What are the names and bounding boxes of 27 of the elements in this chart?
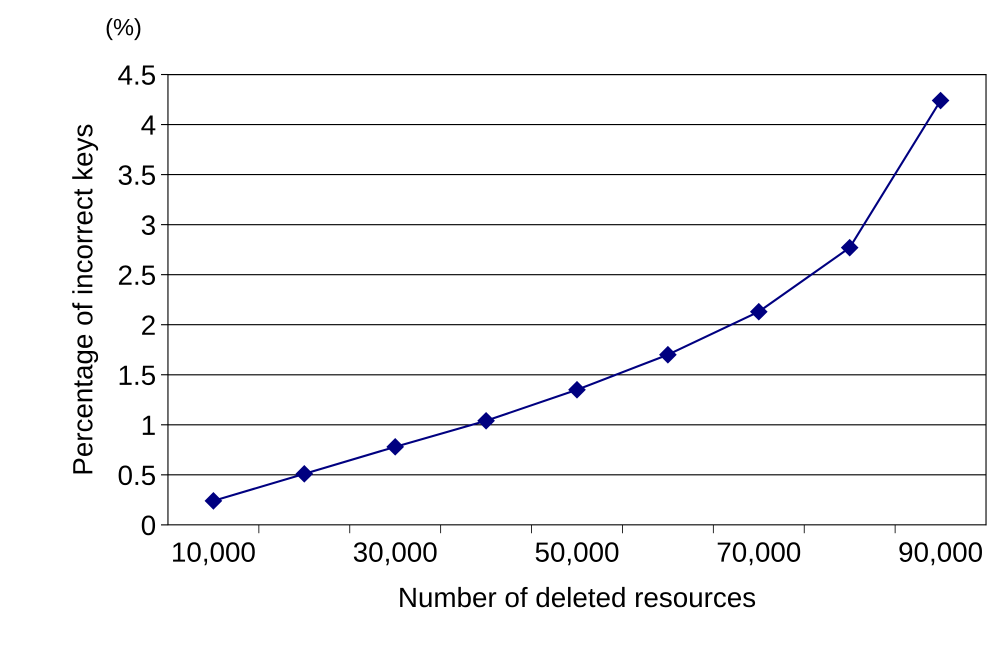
point: [478, 412, 495, 430]
y-tick-label: 2.5: [118, 265, 155, 286]
y-axis-title: Percentage of incorrect keys: [72, 124, 98, 474]
y-tick-label: 4.5: [118, 65, 155, 85]
x-tick-label: 70,000: [718, 542, 800, 566]
point: [386, 438, 404, 456]
y-tick-label: 2: [142, 315, 155, 335]
x-tick-label: 90,000: [899, 542, 982, 566]
point: [204, 492, 222, 510]
y-tick-label: 3.5: [118, 165, 155, 185]
y-tick-label: 3: [142, 215, 155, 235]
text: (%): [106, 18, 140, 40]
x-tick-label: 10,000: [173, 542, 255, 566]
y-tick-label: 4: [141, 116, 156, 135]
y-tick-label: 0: [142, 516, 156, 536]
point: [568, 381, 586, 398]
point: [750, 303, 768, 320]
x-tick-label: 30,000: [354, 542, 437, 566]
point: [932, 92, 950, 110]
point: [841, 239, 858, 256]
x-tick-label: 50,000: [536, 542, 618, 566]
y-tick-label: 1.5: [120, 366, 155, 386]
y-tick-label: 1: [142, 416, 155, 435]
y-tick-label: 0.5: [118, 466, 155, 486]
x-axis-title: Number of deleted resources: [400, 586, 756, 608]
point: [659, 346, 676, 364]
point: [296, 465, 313, 482]
